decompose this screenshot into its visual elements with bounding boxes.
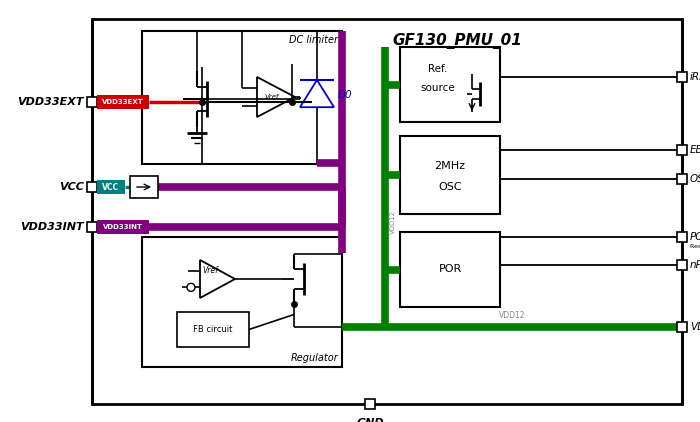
Text: VDD12: VDD12 [498,311,525,320]
Text: VCC: VCC [59,182,84,192]
Text: D0: D0 [338,90,353,100]
Bar [87,97,97,107]
Bar [97,180,125,194]
Text: OSC: OSC [438,182,462,192]
Text: Vref: Vref [202,266,218,275]
Bar [142,31,342,164]
Text: VDD33EXT: VDD33EXT [18,97,84,107]
Text: DC limiter: DC limiter [289,35,338,45]
Text: source: source [421,83,456,93]
Text: GF130_PMU_01: GF130_PMU_01 [393,33,523,49]
Text: VCC: VCC [102,182,120,192]
Bar [677,145,687,155]
Text: 2MHz: 2MHz [435,161,466,170]
Text: POR: POR [438,265,461,274]
Bar [87,222,97,232]
Text: FB circuit: FB circuit [193,325,232,334]
Bar [97,95,149,109]
Bar [400,47,500,122]
Text: VDD12: VDD12 [390,209,396,233]
Text: VDD12: VDD12 [690,322,700,332]
Text: iREF_EE_50nA: iREF_EE_50nA [690,72,700,82]
Bar [87,182,97,192]
Text: VDD33EXT: VDD33EXT [102,99,144,105]
Bar [677,72,687,82]
Bar [365,399,375,409]
Bar [400,136,500,214]
Text: EEPROM_CLK: EEPROM_CLK [690,145,700,155]
Bar [177,312,249,347]
Text: VDD33INT: VDD33INT [103,224,143,230]
Bar [97,220,149,234]
Bar [400,232,500,307]
Text: nPOR: nPOR [690,260,700,270]
Bar [142,237,342,367]
Text: Ref.: Ref. [428,65,448,75]
Text: Regulator: Regulator [290,353,338,363]
Bar [92,19,682,404]
Bar [677,174,687,184]
Circle shape [187,283,195,291]
Text: Reserved for future use: Reserved for future use [690,243,700,249]
Text: GND: GND [356,418,384,422]
Bar [677,260,687,270]
Bar [677,232,687,242]
Bar [130,176,158,198]
Bar [677,322,687,332]
Text: VDD33INT: VDD33INT [20,222,84,232]
Text: Vref: Vref [265,94,279,100]
Text: POR: POR [690,232,700,242]
Text: OSC_ADJ<2:0>: OSC_ADJ<2:0> [690,173,700,184]
